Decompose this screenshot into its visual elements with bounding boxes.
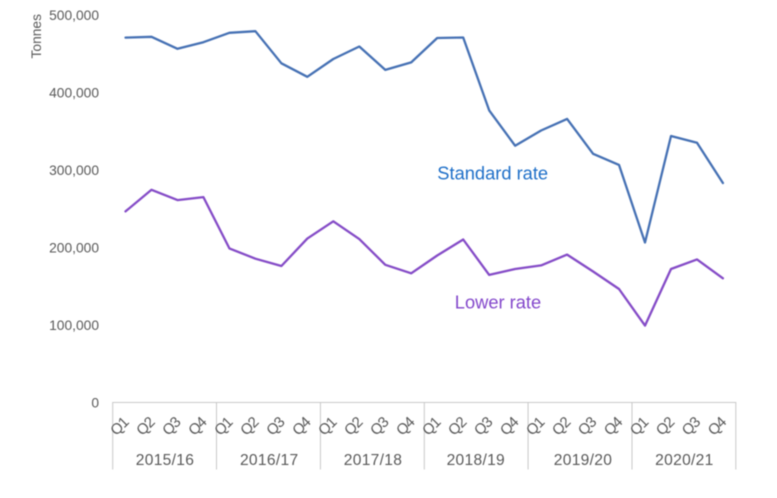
svg-text:Q4: Q4 <box>393 414 418 439</box>
svg-text:0: 0 <box>91 395 99 410</box>
svg-text:Q2: Q2 <box>445 414 470 439</box>
svg-text:Q4: Q4 <box>497 414 522 439</box>
svg-text:100,000: 100,000 <box>49 318 99 333</box>
svg-text:Q3: Q3 <box>159 414 184 439</box>
svg-text:Q1: Q1 <box>419 414 444 439</box>
svg-text:Q2: Q2 <box>133 414 158 439</box>
svg-text:Q2: Q2 <box>549 414 574 439</box>
svg-text:Q3: Q3 <box>367 414 392 439</box>
svg-text:2018/19: 2018/19 <box>447 452 505 469</box>
svg-text:Q1: Q1 <box>627 414 652 439</box>
svg-text:300,000: 300,000 <box>49 163 99 178</box>
svg-text:Q2: Q2 <box>237 414 262 439</box>
svg-text:2015/16: 2015/16 <box>136 452 194 469</box>
svg-text:Q1: Q1 <box>315 414 340 439</box>
svg-text:Q1: Q1 <box>211 414 236 439</box>
svg-text:2017/18: 2017/18 <box>344 452 402 469</box>
svg-text:2016/17: 2016/17 <box>240 452 298 469</box>
svg-text:500,000: 500,000 <box>49 8 99 23</box>
svg-text:Q2: Q2 <box>653 414 678 439</box>
svg-text:Q4: Q4 <box>705 414 730 439</box>
svg-text:Q3: Q3 <box>679 414 704 439</box>
svg-text:Q1: Q1 <box>107 414 132 439</box>
svg-text:Tonnes: Tonnes <box>29 14 44 59</box>
svg-text:Standard rate: Standard rate <box>437 163 548 184</box>
svg-text:Q4: Q4 <box>601 414 626 439</box>
svg-text:Q4: Q4 <box>185 414 210 439</box>
svg-text:Q3: Q3 <box>575 414 600 439</box>
svg-text:Q1: Q1 <box>523 414 548 439</box>
svg-text:200,000: 200,000 <box>49 240 99 255</box>
svg-text:Q2: Q2 <box>341 414 366 439</box>
svg-text:2019/20: 2019/20 <box>554 452 612 469</box>
svg-text:400,000: 400,000 <box>49 85 99 100</box>
svg-text:2020/21: 2020/21 <box>655 452 713 469</box>
svg-text:Lower rate: Lower rate <box>455 291 541 312</box>
svg-text:Q3: Q3 <box>471 414 496 439</box>
svg-text:Q4: Q4 <box>289 414 314 439</box>
svg-text:Q3: Q3 <box>263 414 288 439</box>
